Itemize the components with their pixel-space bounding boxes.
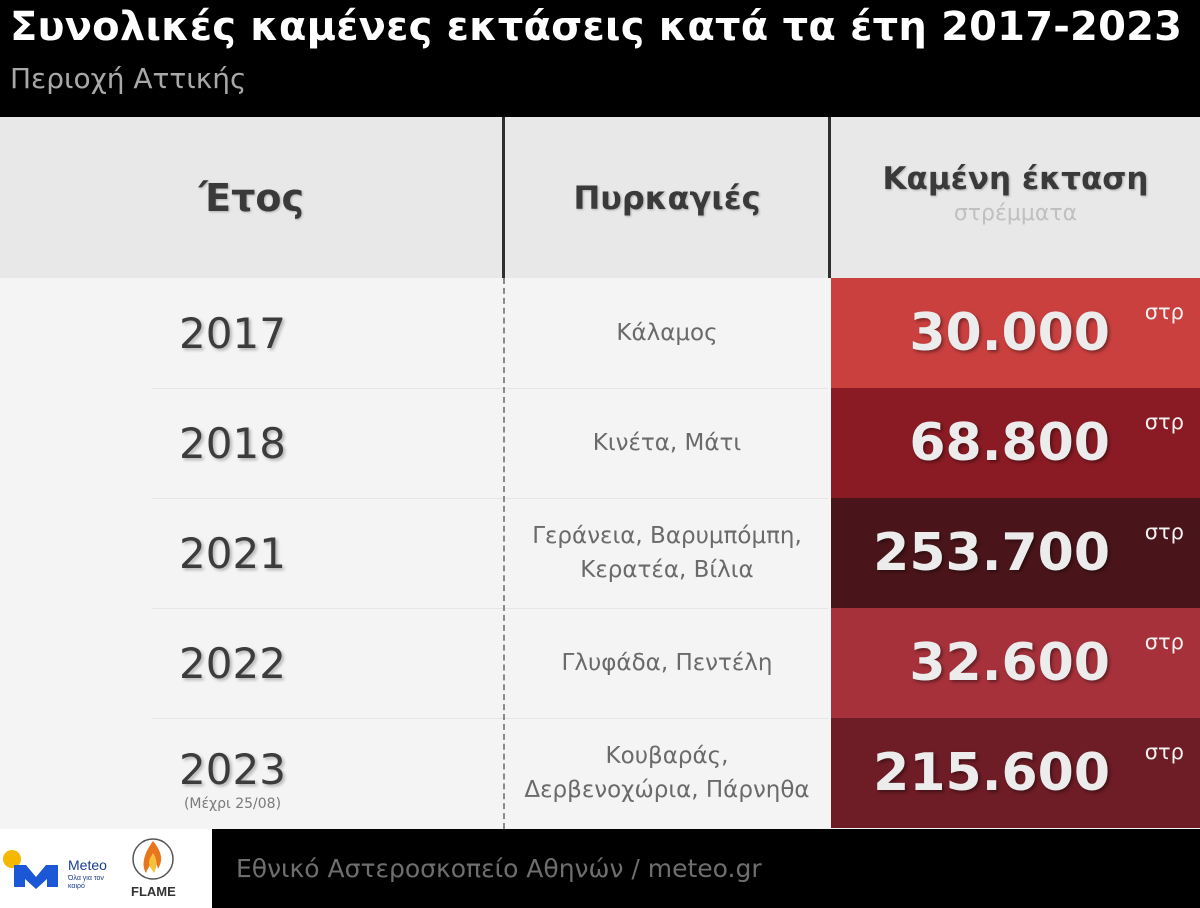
data-table: Έτος Πυρκαγιές Καμένη έκταση στρέμματα 2… bbox=[0, 117, 1200, 829]
table-row: 2018 Κινέτα, Μάτι 68.800 στρ bbox=[0, 388, 1200, 498]
burned-area-value: 68.800 bbox=[909, 413, 1110, 473]
fires-label: Κάλαμος bbox=[616, 320, 718, 346]
table-row: 2021 Γεράνεια, Βαρυμπόμπη, Κερατέα, Βίλια… bbox=[0, 498, 1200, 608]
cell-burned-area: 68.800 στρ bbox=[831, 388, 1200, 498]
table-row: 2023 (Μέχρι 25/08) Κουβαράς, Δερβενοχώρια,… bbox=[0, 718, 1200, 828]
flame-logo-text: FLAME bbox=[131, 884, 176, 899]
meteo-logo-text: Meteo bbox=[68, 857, 107, 873]
year-label: 2021 bbox=[179, 528, 286, 578]
cell-year: 2023 (Μέχρι 25/08) bbox=[0, 718, 465, 828]
row-separator bbox=[152, 608, 828, 609]
flame-logo-icon bbox=[132, 838, 174, 880]
row-separator bbox=[152, 388, 828, 389]
column-header-fires: Πυρκαγιές bbox=[505, 117, 829, 278]
meteo-logo-icon bbox=[3, 850, 58, 889]
burned-area-value: 32.600 bbox=[909, 633, 1110, 693]
burned-area-unit: στρ bbox=[1144, 410, 1184, 434]
column-header-area: Καμένη έκταση στρέμματα bbox=[831, 117, 1200, 278]
cell-burned-area: 30.000 στρ bbox=[831, 278, 1200, 388]
table-row: 2017 Κάλαμος 30.000 στρ bbox=[0, 278, 1200, 388]
cell-fires: Κάλαμος bbox=[505, 278, 829, 388]
fires-label: Κουβαράς, Δερβενοχώρια, Πάρνηθα bbox=[524, 743, 810, 803]
column-header-year-label: Έτος bbox=[198, 175, 305, 220]
burned-area-unit: στρ bbox=[1144, 630, 1184, 654]
column-divider bbox=[502, 117, 505, 278]
cell-burned-area: 32.600 στρ bbox=[831, 608, 1200, 718]
year-label: 2017 bbox=[179, 308, 286, 358]
cell-year: 2017 bbox=[0, 278, 465, 388]
logo-panel: Meteo Όλα για τον καιρό FLAME bbox=[0, 829, 212, 908]
cell-fires: Γεράνεια, Βαρυμπόμπη, Κερατέα, Βίλια bbox=[505, 498, 829, 608]
column-header-fires-label: Πυρκαγιές bbox=[573, 178, 761, 217]
fires-label: Γλυφάδα, Πεντέλη bbox=[561, 650, 773, 676]
meteo-logo-tagline: Όλα για τον καιρό bbox=[68, 875, 104, 890]
cell-year: 2018 bbox=[0, 388, 465, 498]
footer: Meteo Όλα για τον καιρό FLAME Εθνικό Αστ… bbox=[0, 829, 1200, 908]
page-subtitle: Περιοχή Αττικής bbox=[10, 62, 247, 95]
column-divider-dashed bbox=[503, 278, 505, 829]
row-separator bbox=[152, 718, 828, 719]
fires-label: Κινέτα, Μάτι bbox=[592, 430, 742, 456]
burned-area-value: 253.700 bbox=[873, 523, 1110, 583]
cell-fires: Γλυφάδα, Πεντέλη bbox=[505, 608, 829, 718]
year-note: (Μέχρι 25/08) bbox=[183, 796, 282, 812]
table-row: 2022 Γλυφάδα, Πεντέλη 32.600 στρ bbox=[0, 608, 1200, 718]
column-header-area-label: Καμένη έκταση bbox=[882, 161, 1149, 197]
burned-area-value: 215.600 bbox=[873, 743, 1110, 803]
page-title: Συνολικές καμένες εκτάσεις κατά τα έτη 2… bbox=[10, 4, 1183, 50]
cell-year: 2022 bbox=[0, 608, 465, 718]
column-header-year: Έτος bbox=[0, 117, 503, 278]
row-separator bbox=[152, 498, 828, 499]
burned-area-value: 30.000 bbox=[909, 303, 1110, 363]
column-header-area-unit: στρέμματα bbox=[953, 201, 1078, 226]
cell-fires: Κουβαράς, Δερβενοχώρια, Πάρνηθα bbox=[505, 718, 829, 828]
burned-area-unit: στρ bbox=[1144, 740, 1184, 764]
burned-area-unit: στρ bbox=[1144, 520, 1184, 544]
table-header-row: Έτος Πυρκαγιές Καμένη έκταση στρέμματα bbox=[0, 117, 1200, 278]
year-label: 2018 bbox=[179, 418, 286, 468]
year-label: 2023 bbox=[179, 745, 286, 794]
year-label: 2022 bbox=[179, 638, 286, 688]
cell-burned-area: 253.700 στρ bbox=[831, 498, 1200, 608]
column-divider bbox=[828, 117, 831, 278]
cell-fires: Κινέτα, Μάτι bbox=[505, 388, 829, 498]
header: Συνολικές καμένες εκτάσεις κατά τα έτη 2… bbox=[0, 0, 1200, 117]
source-credit: Εθνικό Αστεροσκοπείο Αθηνών / meteo.gr bbox=[236, 854, 762, 883]
cell-year: 2021 bbox=[0, 498, 465, 608]
burned-area-unit: στρ bbox=[1144, 300, 1184, 324]
cell-burned-area: 215.600 στρ bbox=[831, 718, 1200, 828]
fires-label: Γεράνεια, Βαρυμπόμπη, Κερατέα, Βίλια bbox=[532, 523, 802, 583]
